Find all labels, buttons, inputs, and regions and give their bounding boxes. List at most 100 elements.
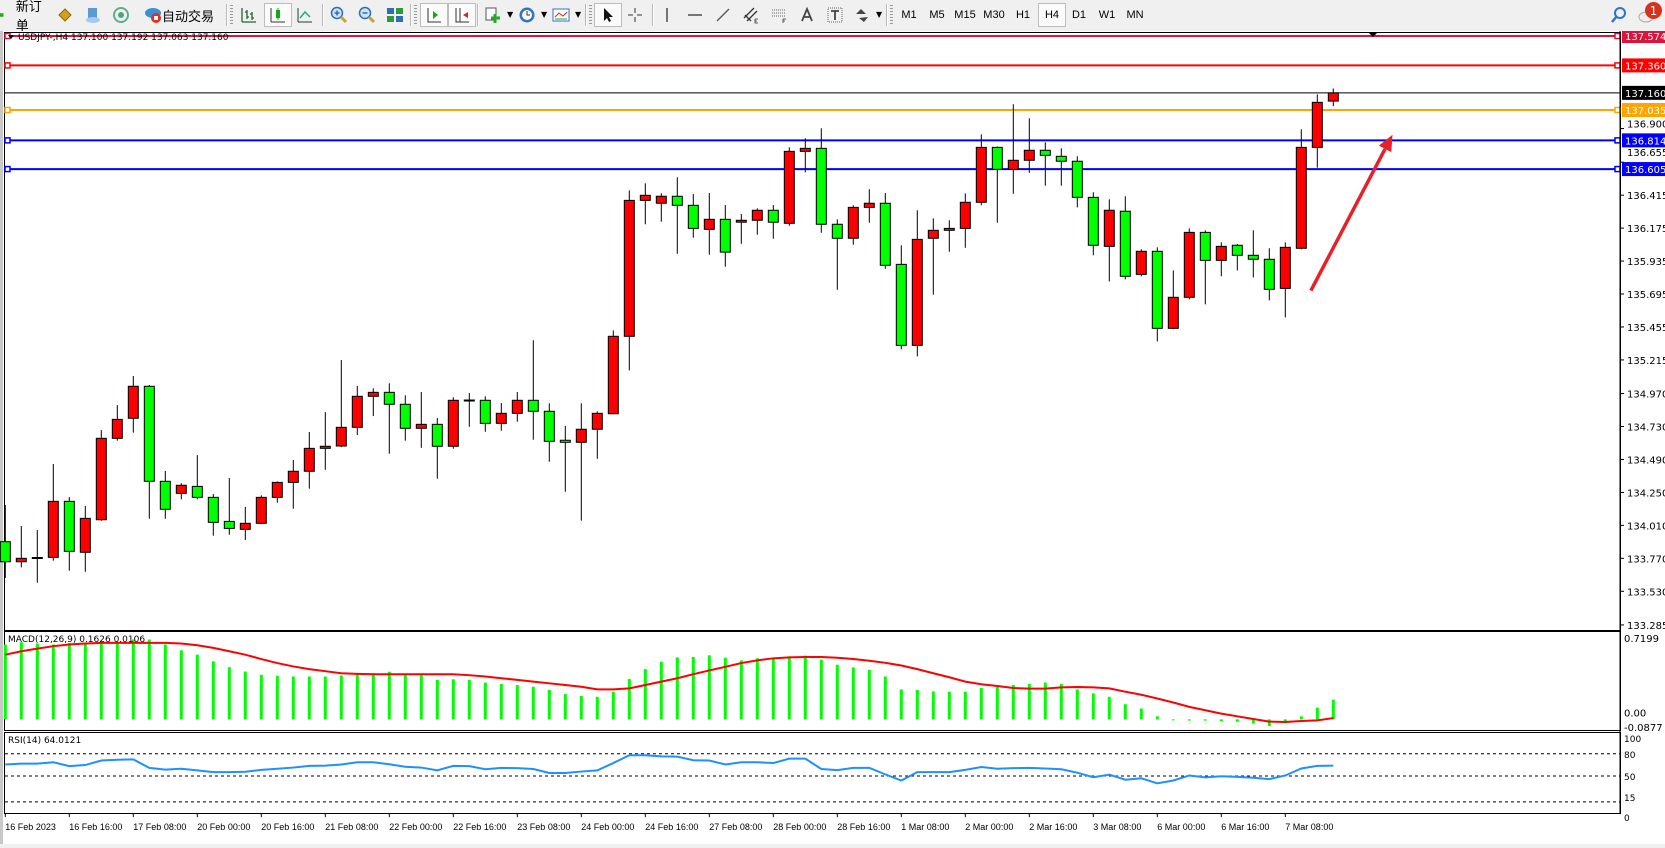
candle[interactable] xyxy=(1103,199,1115,282)
timeframe-m1-button[interactable]: M1 xyxy=(896,4,922,26)
auto-scroll-button[interactable] xyxy=(420,3,448,27)
cursor-button[interactable] xyxy=(594,3,622,27)
timeframe-h4-button[interactable]: H4 xyxy=(1038,3,1066,27)
candle[interactable] xyxy=(175,483,187,500)
line-handle-left[interactable] xyxy=(4,62,11,69)
candle[interactable] xyxy=(111,405,123,441)
line-chart-button[interactable] xyxy=(292,4,318,26)
timeframe-w1-button[interactable]: W1 xyxy=(1094,4,1120,26)
timeframe-d1-button[interactable]: D1 xyxy=(1066,4,1092,26)
candle[interactable] xyxy=(431,418,443,479)
line-handle-left[interactable] xyxy=(4,106,11,114)
candle[interactable] xyxy=(575,403,587,521)
candle[interactable] xyxy=(591,411,603,459)
fibonacci-button[interactable] xyxy=(766,4,792,26)
candle[interactable] xyxy=(879,192,891,269)
candle[interactable] xyxy=(687,194,699,238)
candle[interactable] xyxy=(927,218,939,295)
candle[interactable] xyxy=(1087,192,1099,256)
text-label-button[interactable] xyxy=(822,4,848,26)
line-handle-right[interactable] xyxy=(1614,62,1621,69)
candle[interactable] xyxy=(527,340,539,440)
candle[interactable] xyxy=(47,463,59,561)
candle[interactable] xyxy=(415,392,427,448)
search-button[interactable] xyxy=(1608,4,1630,26)
notification-badge[interactable]: 1 xyxy=(1645,2,1662,19)
candle[interactable] xyxy=(511,392,523,422)
candle[interactable] xyxy=(991,146,1003,223)
candle[interactable] xyxy=(447,397,459,449)
candle[interactable] xyxy=(607,330,619,415)
new-order-button[interactable]: 新订单 xyxy=(0,0,50,34)
timeframe-mn-button[interactable]: MN xyxy=(1122,4,1148,26)
candle[interactable] xyxy=(351,386,363,436)
candle[interactable] xyxy=(271,481,283,503)
candle[interactable] xyxy=(143,385,155,519)
candle[interactable] xyxy=(1311,94,1323,168)
candle[interactable] xyxy=(223,478,235,535)
candle[interactable] xyxy=(783,147,795,226)
arrows-dropdown-arrow[interactable]: ▼ xyxy=(876,10,883,19)
candle[interactable] xyxy=(639,183,651,225)
candle[interactable] xyxy=(239,506,251,541)
crosshair-button[interactable] xyxy=(622,4,648,26)
timeframe-m15-button[interactable]: M15 xyxy=(952,4,978,26)
toolbar-grip[interactable] xyxy=(230,5,233,25)
history-center-button[interactable] xyxy=(52,4,78,26)
candle[interactable] xyxy=(1295,129,1307,250)
candle[interactable] xyxy=(543,403,555,462)
chart-shift-button[interactable] xyxy=(448,3,476,27)
equidistant-channel-button[interactable] xyxy=(738,4,764,26)
candle[interactable] xyxy=(335,360,347,448)
candle[interactable] xyxy=(463,393,475,427)
candle[interactable] xyxy=(1247,230,1259,278)
candle[interactable] xyxy=(799,138,811,173)
templates-dropdown-arrow[interactable]: ▼ xyxy=(575,10,582,19)
bar-chart-button[interactable] xyxy=(236,4,262,26)
auto-trading-button[interactable]: 自动交易 xyxy=(136,4,222,26)
candle[interactable] xyxy=(623,190,635,371)
timeframe-m30-button[interactable]: M30 xyxy=(981,4,1007,26)
candle[interactable] xyxy=(1167,270,1179,330)
candle[interactable] xyxy=(1023,118,1035,173)
candle[interactable] xyxy=(1119,196,1131,280)
candle[interactable] xyxy=(1327,88,1339,107)
candle[interactable] xyxy=(863,189,875,223)
zoom-in-button[interactable] xyxy=(326,4,352,26)
candle[interactable] xyxy=(0,505,11,578)
tile-windows-button[interactable] xyxy=(382,4,408,26)
line-handle-right[interactable] xyxy=(1614,106,1621,114)
candlestick-button[interactable] xyxy=(264,3,292,27)
chart-window[interactable]: 136.900 136.655 136.415 136.175 135.935 135.6… xyxy=(0,29,1665,844)
indicators-button[interactable] xyxy=(481,4,505,26)
candle[interactable] xyxy=(255,495,267,524)
candle[interactable] xyxy=(959,193,971,248)
candle[interactable] xyxy=(399,395,411,441)
toolbar-grip[interactable] xyxy=(589,5,592,25)
periods-button[interactable] xyxy=(515,4,539,26)
periods-dropdown-arrow[interactable]: ▼ xyxy=(541,10,548,19)
candle[interactable] xyxy=(1039,142,1051,186)
toolbar-grip[interactable] xyxy=(890,5,893,25)
candle[interactable] xyxy=(911,210,923,357)
templates-button[interactable] xyxy=(549,4,573,26)
candle[interactable] xyxy=(159,471,171,519)
candle[interactable] xyxy=(1215,242,1227,277)
trendline-button[interactable] xyxy=(710,4,736,26)
candle[interactable] xyxy=(1279,242,1291,318)
candle[interactable] xyxy=(735,213,747,244)
candle[interactable] xyxy=(15,526,27,568)
line-handle-left[interactable] xyxy=(4,137,11,144)
candle[interactable] xyxy=(655,193,667,222)
timeframe-h1-button[interactable]: H1 xyxy=(1010,4,1036,26)
candle[interactable] xyxy=(303,432,315,489)
candle[interactable] xyxy=(975,134,987,206)
candle[interactable] xyxy=(847,205,859,245)
arrows-button[interactable] xyxy=(850,4,874,26)
candle[interactable] xyxy=(671,177,683,254)
candle[interactable] xyxy=(815,128,827,233)
candle[interactable] xyxy=(1263,248,1275,301)
candle[interactable] xyxy=(319,412,331,470)
text-button[interactable] xyxy=(794,4,820,26)
candle[interactable] xyxy=(895,245,907,350)
